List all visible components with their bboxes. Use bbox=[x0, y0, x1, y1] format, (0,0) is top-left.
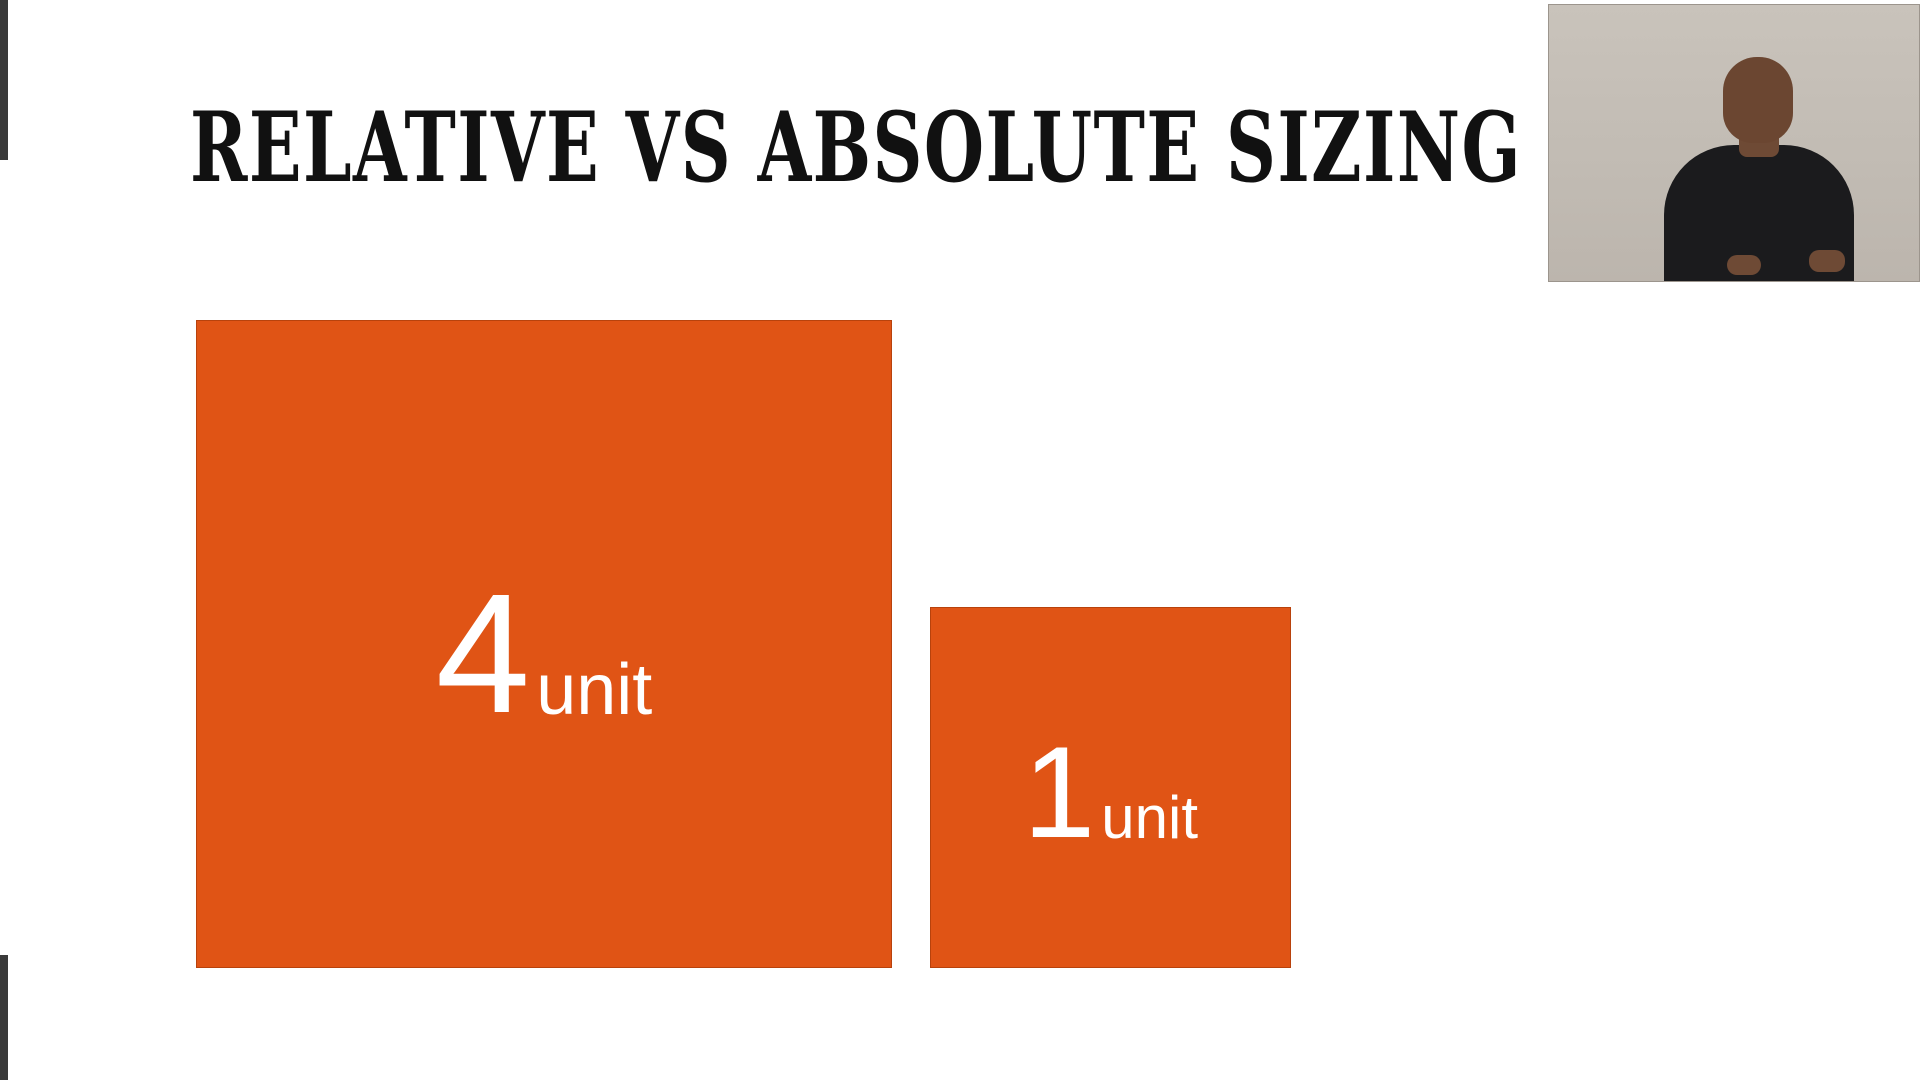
presenter-webcam-overlay bbox=[1548, 4, 1920, 282]
large-box-4-unit: 4 unit bbox=[196, 320, 892, 968]
small-box-1-unit: 1 unit bbox=[930, 607, 1291, 968]
small-box-unit: unit bbox=[1101, 783, 1199, 851]
left-edge-strip-top bbox=[0, 0, 8, 160]
small-box-label: 1 unit bbox=[1022, 719, 1199, 866]
small-box-number: 1 bbox=[1022, 719, 1096, 866]
presenter-hand-right bbox=[1809, 250, 1845, 272]
slide-title: RELATIVE VS ABSOLUTE SIZING bbox=[190, 91, 1522, 204]
presenter-head bbox=[1723, 57, 1793, 143]
large-box-label: 4 unit bbox=[435, 558, 653, 749]
left-edge-strip-bottom bbox=[0, 955, 8, 1080]
large-box-unit: unit bbox=[536, 650, 653, 731]
large-box-number: 4 bbox=[435, 558, 531, 749]
presenter-hand-left bbox=[1727, 255, 1761, 275]
